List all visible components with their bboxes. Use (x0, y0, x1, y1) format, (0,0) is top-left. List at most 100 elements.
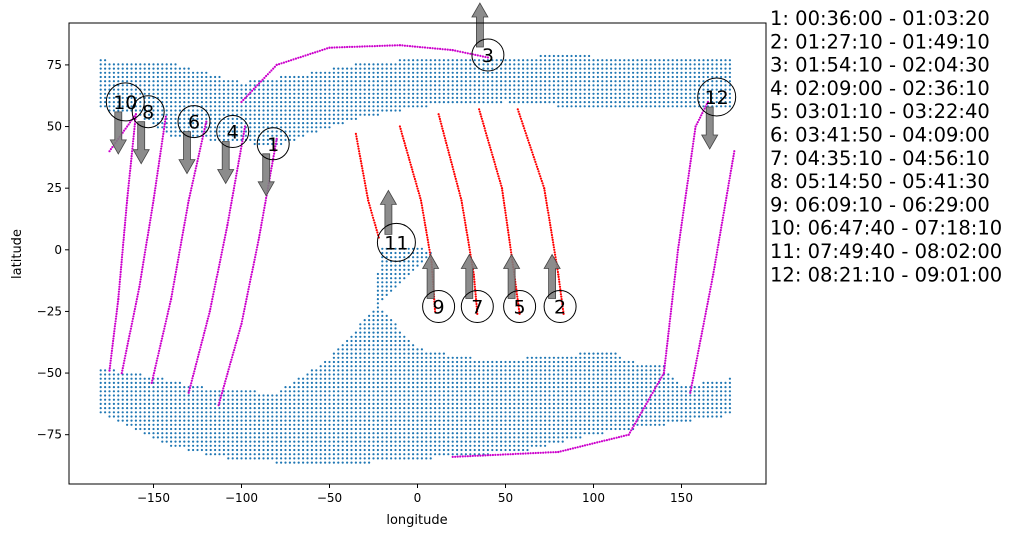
land-point (385, 101, 388, 104)
land-point (407, 84, 410, 87)
track-point (243, 305, 247, 308)
land-point (302, 461, 305, 464)
land-point (385, 402, 388, 405)
land-point (209, 390, 212, 393)
land-point (478, 360, 481, 364)
land-point (473, 75, 476, 79)
land-point (126, 101, 129, 104)
land-point (288, 101, 291, 104)
land-point (187, 117, 190, 120)
land-point (464, 415, 467, 418)
land-point (456, 427, 459, 431)
land-point (676, 381, 679, 384)
land-point (381, 96, 384, 99)
land-point (614, 394, 617, 397)
land-point (359, 411, 362, 414)
land-point (293, 457, 296, 460)
land-point (368, 323, 371, 326)
land-point (588, 407, 591, 410)
land-point (222, 113, 225, 116)
land-point (614, 360, 617, 364)
land-point (486, 63, 489, 66)
land-point (447, 394, 450, 397)
land-point (561, 96, 564, 99)
land-point (306, 88, 309, 91)
land-point (192, 88, 195, 91)
land-point (244, 390, 247, 393)
land-point (117, 398, 120, 401)
land-point (601, 105, 604, 108)
land-point (398, 277, 401, 280)
land-point (394, 419, 397, 422)
land-point (293, 80, 296, 83)
land-point (627, 394, 630, 397)
land-point (403, 59, 406, 62)
land-point (363, 407, 366, 410)
land-point (196, 96, 199, 99)
land-point (693, 84, 696, 87)
land-point (508, 432, 511, 435)
land-point (170, 101, 173, 104)
land-point (368, 67, 371, 70)
land-point (636, 411, 639, 414)
land-point (156, 126, 159, 129)
land-point (724, 63, 727, 66)
land-point (253, 444, 256, 447)
land-point (649, 71, 652, 74)
land-point (152, 419, 155, 422)
land-point (557, 394, 560, 397)
land-point (200, 109, 203, 112)
land-point (398, 251, 401, 255)
land-point (178, 88, 181, 91)
land-point (187, 113, 190, 116)
track-point (218, 401, 221, 404)
land-point (275, 457, 278, 460)
land-point (610, 365, 613, 368)
land-point (539, 386, 542, 389)
land-point (491, 436, 494, 439)
land-point (438, 84, 441, 87)
land-point (689, 67, 692, 70)
land-point (649, 377, 652, 380)
land-point (328, 377, 331, 380)
land-point (491, 415, 494, 418)
land-point (592, 352, 595, 355)
land-point (280, 448, 283, 452)
land-point (500, 390, 503, 393)
land-point (209, 432, 212, 435)
land-point (491, 407, 494, 410)
land-point (376, 432, 379, 435)
land-point (579, 101, 582, 104)
land-point (689, 88, 692, 91)
land-point (99, 377, 102, 380)
land-point (632, 398, 635, 401)
land-point (588, 386, 591, 389)
land-point (614, 411, 617, 414)
land-point (192, 92, 195, 95)
land-point (676, 407, 679, 410)
land-point (306, 101, 309, 104)
land-point (715, 415, 718, 418)
land-point (288, 80, 291, 83)
land-point (451, 381, 454, 384)
land-point (187, 432, 190, 435)
track-point (546, 206, 549, 209)
land-point (363, 327, 366, 330)
land-point (469, 377, 472, 380)
land-point (403, 256, 406, 259)
land-point (442, 80, 445, 83)
land-point (266, 436, 269, 439)
land-point (236, 126, 239, 129)
land-point (530, 96, 534, 99)
land-point (491, 390, 494, 393)
land-point (583, 411, 586, 414)
land-point (152, 113, 155, 116)
land-point (442, 63, 445, 66)
land-point (134, 390, 137, 393)
land-point (332, 101, 335, 104)
land-point (720, 96, 723, 99)
land-point (319, 113, 322, 116)
land-point (306, 84, 309, 87)
land-point (165, 109, 168, 112)
land-point (592, 105, 595, 108)
